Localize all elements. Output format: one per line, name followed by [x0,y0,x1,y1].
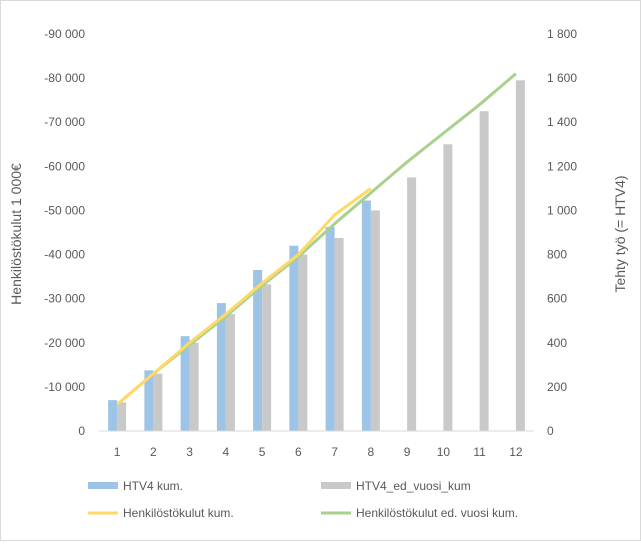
y-tick-label: -60 000 [44,159,85,173]
y-tick-label: -30 000 [44,292,85,306]
x-tick-label: 1 [114,445,121,459]
y-tick-label: 0 [78,424,85,438]
y-tick-label: -80 000 [44,71,85,85]
y-tick-label: -50 000 [44,203,85,217]
right-axis-ticks: 0 200 400 600 800 1 000 1 200 1 400 1 600 1 800 [547,27,577,438]
legend-henkilostokulut-ed-vuosi-kum: Henkilöstökulut ed. vuosi kum. [321,506,518,520]
bar-htv4-ed-vuosi-kum [370,210,380,431]
y2-tick-label: 1 400 [547,115,577,129]
x-tick-label: 3 [186,445,193,459]
y2-tick-label: 1 600 [547,71,577,85]
y2-axis-title: Tehty työ (= HTV4) [612,175,628,292]
y2-tick-label: 0 [547,424,554,438]
legend-swatch [321,482,351,489]
bar-htv4-ed-vuosi-kum [334,238,344,431]
bar-htv4-kum [144,370,154,431]
y-tick-label: -70 000 [44,115,85,129]
x-axis-ticks: 1 2 3 4 5 6 7 8 9 10 11 12 [114,445,523,459]
legend-htv4-kum: HTV4 kum. [88,479,183,493]
x-tick-label: 6 [295,445,302,459]
bar-htv4-ed-vuosi-kum [407,177,417,431]
legend-swatch [88,482,118,489]
y2-tick-label: 200 [547,380,567,394]
y-tick-label: -40 000 [44,248,85,262]
bar-htv4-ed-vuosi-kum [515,80,525,432]
bar-htv4-kum [108,400,118,431]
bar-htv4-ed-vuosi-kum [443,144,453,431]
bar-htv4-ed-vuosi-kum [262,284,272,431]
bar-htv4-ed-vuosi-kum [225,314,235,431]
y-tick-label: -90 000 [44,27,85,41]
bar-htv4-kum [289,245,299,431]
y-axis-title: Henkilöstökulut 1 000€ [8,163,24,305]
x-tick-label: 2 [150,445,157,459]
bar-htv4-ed-vuosi-kum [153,373,163,431]
legend-htv4-ed-vuosi-kum: HTV4_ed_vuosi_kum [321,479,471,493]
x-tick-label: 12 [509,445,523,459]
left-axis-ticks: 0 -10 000 -20 000 -30 000 -40 000 -50 000 -60 … [44,27,85,438]
bar-htv4-ed-vuosi-kum [479,111,489,431]
x-tick-label: 8 [368,445,375,459]
x-tick-label: 5 [259,445,266,459]
bar-htv4-ed-vuosi-kum [189,342,199,431]
y2-tick-label: 400 [547,336,567,350]
legend-henkilostokulut-kum: Henkilöstökulut kum. [88,506,234,520]
bar-htv4-ed-vuosi-kum [117,402,127,431]
y2-tick-label: 1 000 [547,203,577,217]
x-tick-label: 10 [437,445,451,459]
y-tick-label: -20 000 [44,336,85,350]
bar-htv4-kum [180,336,190,431]
bar-htv4-kum [216,303,226,431]
y2-tick-label: 800 [547,248,567,262]
legend-label: HTV4_ed_vuosi_kum [356,479,471,493]
y2-tick-label: 600 [547,292,567,306]
legend: HTV4 kum. HTV4_ed_vuosi_kum Henkilöstökulu… [88,479,518,520]
x-tick-label: 4 [223,445,230,459]
y2-tick-label: 1 800 [547,27,577,41]
bar-htv4-kum [361,200,371,431]
bar-htv4-kum [253,269,263,431]
bar-htv4-kum [325,226,335,431]
plot-area [108,72,525,432]
y2-tick-label: 1 200 [547,159,577,173]
x-tick-label: 11 [473,445,486,459]
bar-htv4-ed-vuosi-kum [298,254,308,431]
x-tick-label: 7 [331,445,338,459]
legend-label: Henkilöstökulut ed. vuosi kum. [356,506,518,520]
legend-label: Henkilöstökulut kum. [123,506,234,520]
y-tick-label: -10 000 [44,380,85,394]
legend-label: HTV4 kum. [123,479,183,493]
x-tick-label: 9 [404,445,411,459]
line-henkilostokulut-kum [116,187,372,406]
